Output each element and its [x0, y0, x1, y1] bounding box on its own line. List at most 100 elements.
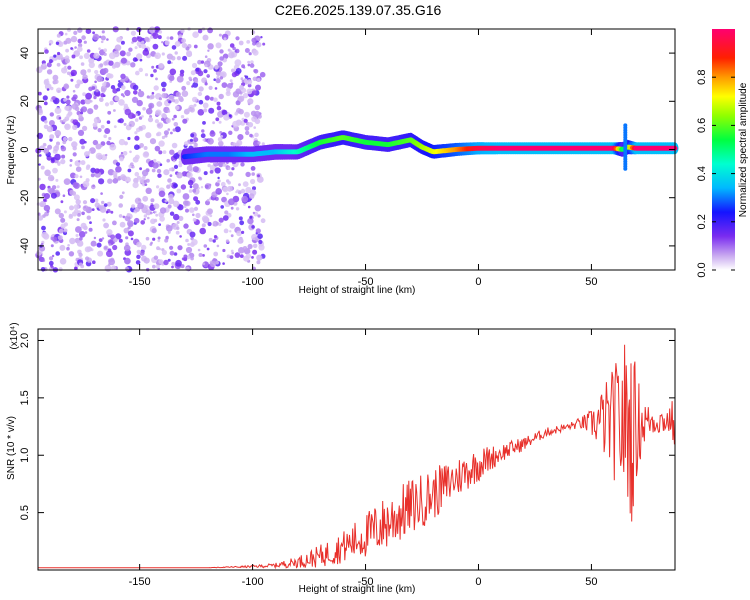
- noise-cell: [101, 200, 105, 205]
- noise-cell: [85, 256, 90, 261]
- noise-cell: [48, 260, 54, 266]
- noise-cell: [230, 234, 234, 238]
- noise-cell: [238, 108, 244, 115]
- snr-x-axis-label: Height of straight line (km): [299, 584, 416, 595]
- x-tick-label: -100: [242, 576, 264, 588]
- noise-cell: [227, 180, 231, 185]
- noise-cell: [123, 122, 127, 126]
- noise-cell: [79, 175, 83, 179]
- noise-cell: [228, 114, 232, 118]
- noise-cell: [192, 183, 199, 190]
- noise-cell: [214, 64, 219, 70]
- noise-cell: [243, 111, 250, 118]
- noise-cell: [132, 165, 135, 169]
- noise-cell: [71, 103, 79, 110]
- noise-cell: [145, 132, 152, 139]
- noise-cell: [80, 222, 87, 229]
- noise-cell: [77, 46, 83, 52]
- noise-cell: [55, 251, 60, 256]
- noise-cell: [136, 254, 141, 259]
- noise-cell: [193, 44, 198, 49]
- noise-cell: [214, 167, 221, 174]
- noise-cell: [149, 94, 155, 100]
- noise-cell: [71, 54, 76, 59]
- noise-cell: [218, 120, 222, 124]
- noise-cell: [230, 82, 234, 85]
- noise-cell: [65, 37, 72, 44]
- noise-cell: [107, 110, 112, 115]
- noise-cell: [168, 167, 173, 172]
- noise-cell: [197, 248, 201, 252]
- noise-cell: [131, 204, 136, 209]
- noise-cell: [72, 119, 79, 125]
- noise-cell: [176, 56, 181, 61]
- noise-cell: [78, 262, 83, 267]
- noise-cell: [175, 230, 180, 235]
- noise-cell: [51, 157, 55, 162]
- noise-cell: [218, 140, 224, 147]
- noise-cell: [39, 200, 47, 208]
- noise-cell: [46, 62, 52, 68]
- noise-cell: [112, 171, 118, 176]
- noise-cell: [63, 98, 67, 102]
- noise-cell: [243, 203, 246, 206]
- noise-cell: [182, 118, 188, 124]
- noise-cell: [191, 62, 198, 69]
- noise-cell: [127, 226, 131, 230]
- noise-cell: [165, 118, 171, 124]
- noise-cell: [51, 254, 55, 258]
- noise-cell: [238, 183, 241, 187]
- noise-cell: [246, 40, 251, 44]
- noise-cell: [77, 43, 83, 48]
- noise-cell: [242, 181, 249, 188]
- noise-cell: [215, 78, 221, 84]
- noise-cell: [262, 42, 266, 46]
- noise-cell: [235, 207, 240, 211]
- noise-cell: [246, 88, 253, 95]
- noise-cell: [107, 178, 113, 184]
- noise-cell: [190, 70, 196, 76]
- noise-cell: [203, 108, 208, 113]
- noise-cell: [195, 189, 199, 193]
- noise-cell: [138, 45, 142, 48]
- noise-cell: [173, 153, 180, 160]
- spectrogram-panel: -150 -100 -50 0 50 -40 -20 0 20 40 Height of str…: [6, 26, 679, 296]
- noise-cell: [169, 245, 174, 250]
- noise-cell: [170, 55, 176, 61]
- noise-cell: [83, 40, 87, 44]
- noise-cell: [173, 160, 176, 163]
- noise-cell: [181, 85, 187, 91]
- noise-cell: [40, 267, 46, 272]
- noise-cell: [143, 218, 146, 221]
- noise-cell: [69, 205, 74, 211]
- noise-cell: [108, 243, 112, 246]
- noise-cell: [228, 130, 233, 135]
- noise-cell: [158, 30, 163, 34]
- noise-cell: [77, 27, 83, 33]
- y-tick-label: 1.5: [19, 390, 31, 405]
- noise-cell: [144, 47, 148, 52]
- noise-cell: [77, 213, 81, 217]
- noise-cell: [238, 216, 243, 221]
- noise-cell: [54, 130, 62, 137]
- noise-cell: [152, 32, 159, 39]
- noise-cell: [258, 239, 263, 245]
- snr-y-scale-label: (x10⁴): [9, 322, 20, 349]
- noise-cell: [37, 177, 41, 181]
- noise-cell: [95, 143, 102, 150]
- spectrogram-ridge-layer: [180, 123, 679, 171]
- noise-cell: [235, 100, 241, 106]
- noise-cell: [47, 187, 53, 193]
- noise-cell: [186, 172, 193, 179]
- noise-cell: [245, 75, 249, 79]
- noise-cell: [138, 126, 143, 130]
- noise-cell: [47, 174, 55, 182]
- noise-cell: [118, 118, 124, 124]
- noise-cell: [168, 75, 175, 82]
- noise-cell: [158, 259, 164, 264]
- noise-cell: [219, 49, 224, 54]
- noise-cell: [108, 258, 116, 266]
- noise-cell: [59, 258, 67, 265]
- noise-cell: [48, 120, 55, 126]
